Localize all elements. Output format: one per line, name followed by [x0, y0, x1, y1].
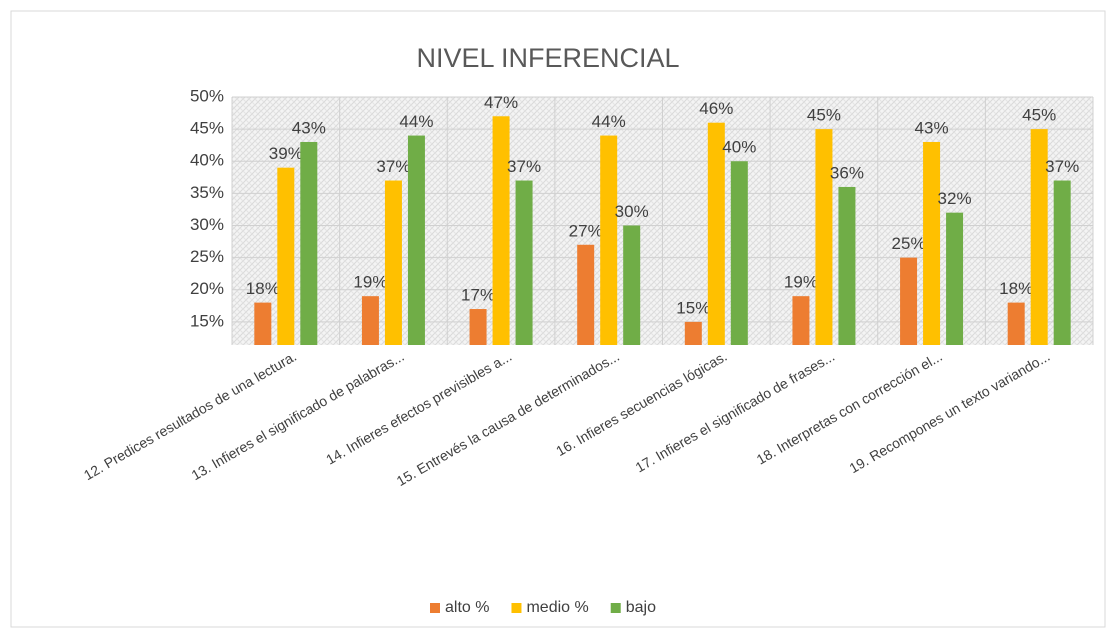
data-label: 18% [999, 279, 1033, 298]
bar [361, 296, 379, 345]
bar [492, 116, 510, 345]
legend-swatch [511, 603, 522, 613]
bar [900, 257, 918, 345]
y-tick-label: 20% [190, 279, 224, 298]
data-label: 39% [269, 144, 303, 163]
data-label: 37% [1045, 157, 1079, 176]
y-tick-label: 15% [190, 311, 224, 330]
chart-title: NIVEL INFERENCIAL [416, 43, 679, 73]
legend-swatch [430, 603, 440, 613]
bar [707, 122, 725, 345]
bar [1053, 180, 1071, 345]
data-label: 17% [461, 286, 495, 305]
bar [577, 244, 595, 345]
bar [946, 212, 964, 345]
data-label: 47% [484, 93, 518, 112]
bar [1030, 129, 1048, 345]
data-label: 25% [892, 234, 926, 253]
data-label: 43% [915, 118, 949, 137]
y-tick-label: 40% [190, 151, 224, 170]
data-label: 45% [1022, 106, 1056, 125]
bar [600, 135, 618, 345]
bar [300, 141, 318, 345]
bar [384, 180, 402, 345]
y-tick-label: 25% [190, 247, 224, 266]
data-label: 27% [569, 221, 603, 240]
data-label: 44% [592, 112, 626, 131]
y-tick-label: 50% [190, 86, 224, 105]
bar [277, 167, 295, 345]
y-tick-label: 30% [190, 215, 224, 234]
bar [838, 186, 856, 345]
y-tick-label: 35% [190, 183, 224, 202]
y-tick-label: 45% [190, 119, 224, 138]
data-label: 40% [722, 138, 756, 157]
bar [407, 135, 425, 345]
bar [684, 321, 702, 345]
data-label: 44% [399, 112, 433, 131]
data-label: 37% [376, 157, 410, 176]
bar [469, 309, 487, 345]
bar [792, 296, 810, 345]
y-tick-label: 10% [190, 343, 224, 362]
data-label: 45% [807, 106, 841, 125]
data-label: 15% [676, 298, 710, 317]
bar [515, 180, 533, 345]
legend-label: medio % [526, 599, 588, 616]
data-label: 32% [938, 189, 972, 208]
data-label: 18% [246, 279, 280, 298]
data-label: 46% [699, 99, 733, 118]
data-label: 19% [353, 273, 387, 292]
legend-label: bajo [626, 599, 656, 616]
data-label: 36% [830, 163, 864, 182]
bar [815, 129, 833, 345]
data-label: 30% [615, 202, 649, 221]
bar [923, 141, 941, 345]
bar [1007, 302, 1025, 345]
bar [730, 161, 748, 345]
bar [623, 225, 641, 345]
legend-swatch [610, 603, 621, 613]
data-label: 37% [507, 157, 541, 176]
legend-label: alto % [445, 599, 489, 616]
data-label: 43% [292, 118, 326, 137]
data-label: 19% [784, 273, 818, 292]
bar [254, 302, 272, 345]
